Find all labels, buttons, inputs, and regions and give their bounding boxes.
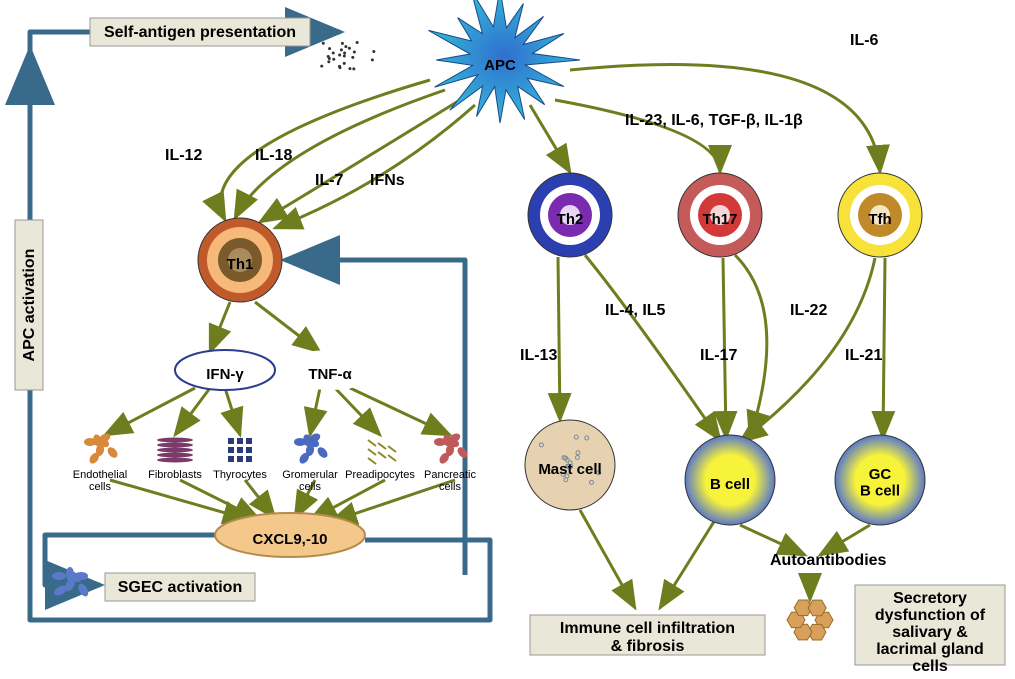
target-3 (294, 432, 329, 466)
cytokine-il17: IL-17 (700, 347, 737, 364)
svg-text:IFN-γ: IFN-γ (206, 366, 244, 383)
svg-text:Pancreaticcells: Pancreaticcells (424, 469, 476, 493)
cytokine-autoab: Autoantibodies (770, 552, 887, 569)
cytokine-il21: IL-21 (845, 347, 882, 364)
cytokine-il23: IL-23, IL-6, TGF-β, IL-1β (625, 112, 803, 129)
svg-text:Immune cell infiltration: Immune cell infiltration (560, 620, 735, 637)
svg-text:APC activation: APC activation (21, 249, 38, 362)
svg-text:Fibroblasts: Fibroblasts (148, 469, 202, 481)
svg-text:SGEC activation: SGEC activation (118, 579, 242, 596)
svg-text:cells: cells (912, 658, 948, 675)
svg-text:Gromerularcells: Gromerularcells (282, 469, 338, 493)
target-0 (84, 432, 119, 466)
svg-text:lacrimal gland: lacrimal gland (876, 641, 984, 658)
svg-text:& fibrosis: & fibrosis (611, 638, 685, 655)
svg-text:Th1: Th1 (227, 256, 254, 273)
apc-label: APC (484, 57, 516, 74)
cytokine-ifns: IFNs (370, 172, 405, 189)
target-2 (228, 438, 252, 462)
cytokine-il13: IL-13 (520, 347, 557, 364)
svg-text:Preadipocytes: Preadipocytes (345, 469, 415, 481)
cytokine-il45: IL-4, IL5 (605, 302, 666, 319)
target-1 (157, 438, 193, 463)
svg-text:Th17: Th17 (702, 211, 737, 228)
box-apc_activation: APC activation (15, 220, 43, 390)
cytokine-il7: IL-7 (315, 172, 344, 189)
svg-text:TNF-α: TNF-α (308, 366, 352, 383)
cytokine-il18: IL-18 (255, 147, 292, 164)
cytokine-il6: IL-6 (850, 32, 879, 49)
svg-text:salivary &: salivary & (892, 624, 968, 641)
svg-text:Thyrocytes: Thyrocytes (213, 469, 267, 481)
svg-text:Th2: Th2 (557, 211, 584, 228)
svg-text:Secretory: Secretory (893, 590, 967, 607)
target-4 (368, 440, 396, 464)
svg-text:Mast cell: Mast cell (538, 461, 601, 478)
cytokine-il22: IL-22 (790, 302, 827, 319)
svg-text:Self-antigen presentation: Self-antigen presentation (104, 24, 296, 41)
svg-text:Tfh: Tfh (868, 211, 891, 228)
cytokine-il12: IL-12 (165, 147, 202, 164)
svg-text:B cell: B cell (710, 476, 750, 493)
svg-text:CXCL9,-10: CXCL9,-10 (252, 531, 327, 548)
svg-text:dysfunction of: dysfunction of (875, 607, 986, 624)
